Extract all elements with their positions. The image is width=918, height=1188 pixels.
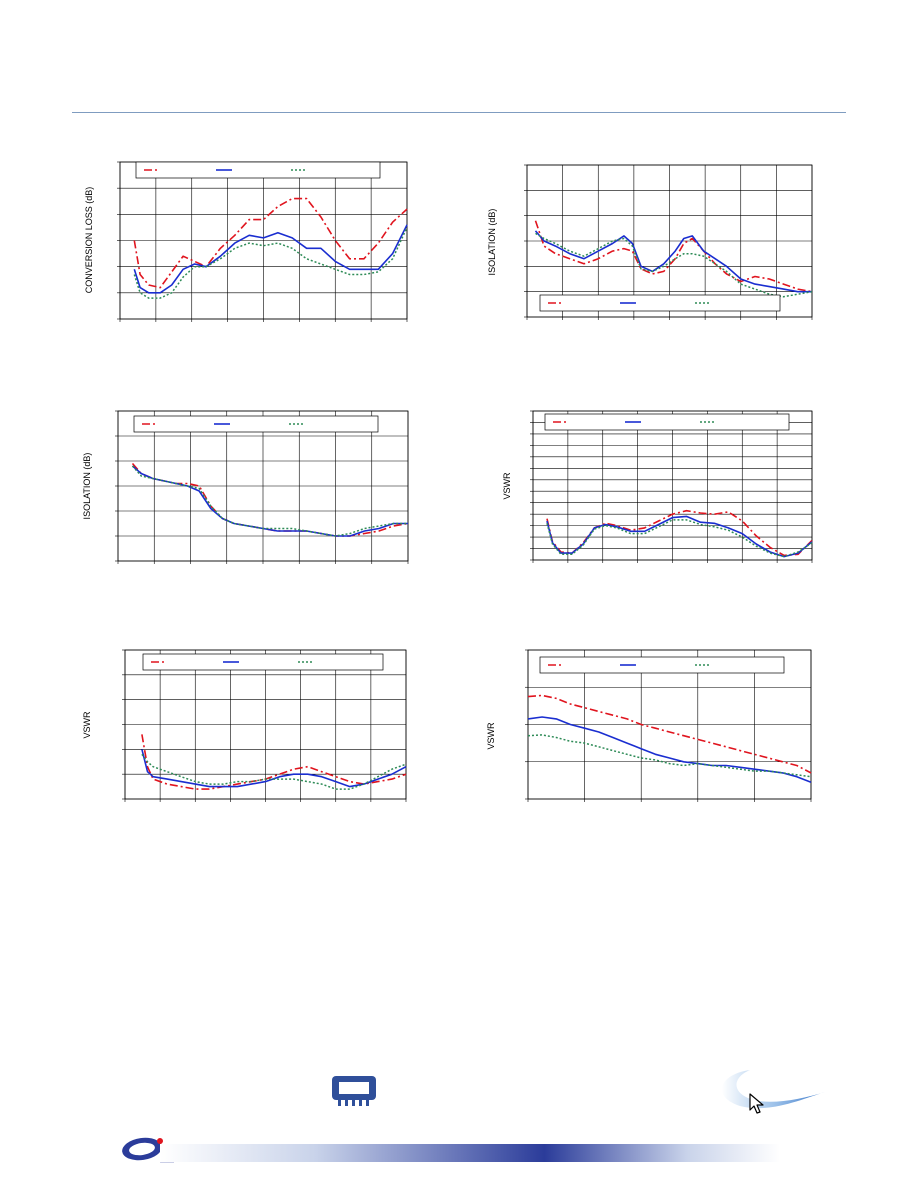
legend-box: [539, 294, 781, 312]
plot-frame: [532, 410, 813, 561]
ylabel-isolation-2: ISOLATION (dB): [82, 452, 92, 520]
footer-bar: [160, 1144, 780, 1162]
ylabel-vswr-1: VSWR: [502, 472, 512, 500]
plot-frame: [527, 649, 812, 800]
series-line-3: [535, 232, 813, 298]
series-line-1: [131, 462, 409, 537]
legend-box: [539, 656, 785, 674]
swoosh-logo: [721, 1070, 825, 1109]
series-line-3: [527, 734, 812, 778]
legend-box: [133, 415, 379, 433]
series-line-2: [527, 716, 812, 783]
isolation-chart-2: [115, 410, 409, 564]
legend-box: [142, 653, 384, 671]
ylabel-isolation-1: ISOLATION (dB): [487, 208, 497, 276]
series-line-2: [546, 515, 813, 558]
ylabel-vswr-2: VSWR: [82, 711, 92, 739]
series-line-2: [141, 749, 407, 788]
plot-frame: [117, 410, 409, 562]
vswr-chart-1: [530, 410, 813, 563]
series-line-3: [546, 519, 813, 558]
vswr-chart-2: [122, 649, 407, 802]
series-line-2: [133, 224, 408, 294]
cursor-icon: [749, 1093, 764, 1114]
chip-icon: [332, 1076, 376, 1106]
header-rule: [72, 112, 846, 113]
series-line-1: [133, 197, 408, 289]
legend-box: [135, 161, 381, 179]
series-line-1: [534, 220, 813, 293]
company-logo: [122, 1137, 174, 1163]
series-line-3: [131, 465, 408, 537]
vswr-chart-3: [525, 649, 812, 802]
legend-box: [544, 413, 790, 431]
ylabel-vswr-3: VSWR: [486, 722, 496, 750]
ylabel-conversion-loss: CONVERSION LOSS (dB): [84, 186, 94, 294]
series-line-3: [141, 753, 407, 790]
series-line-2: [534, 230, 812, 293]
isolation-chart-1: [524, 164, 813, 320]
series-line-1: [527, 694, 812, 774]
series-line-3: [133, 227, 408, 299]
plot-frame: [124, 649, 407, 800]
conversion-loss-chart: [117, 161, 408, 322]
series-line-2: [131, 465, 408, 537]
plot-frame: [526, 164, 813, 318]
